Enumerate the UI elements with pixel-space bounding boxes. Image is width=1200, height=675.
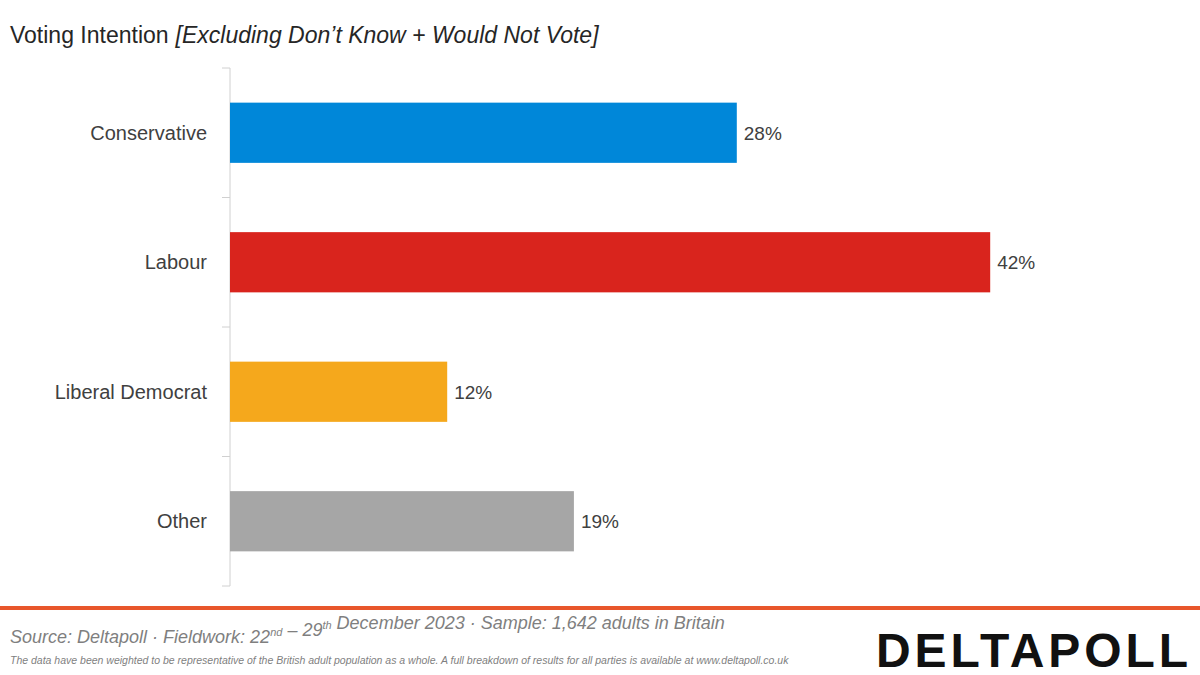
background	[0, 0, 1200, 675]
category-separator	[222, 586, 230, 587]
category-separator	[222, 327, 230, 328]
bar	[230, 491, 574, 551]
category-separator	[222, 197, 230, 198]
bars	[230, 103, 990, 552]
source: Source: Deltapoll · Fieldwork: 22nd – 29…	[10, 613, 725, 647]
bar	[230, 362, 447, 422]
category-label: Labour	[145, 251, 208, 273]
note: The data have been weighted to be repres…	[10, 654, 789, 666]
category-label: Other	[157, 510, 207, 532]
footer-rule	[0, 606, 1200, 610]
data-label: 42%	[997, 252, 1035, 273]
bar	[230, 103, 737, 163]
data-label: 19%	[581, 511, 619, 532]
bar	[230, 232, 990, 292]
data-label: 12%	[454, 382, 492, 403]
category-separator	[222, 68, 230, 69]
category-label: Conservative	[90, 122, 207, 144]
logo: DELTAPOLL	[876, 624, 1188, 675]
title: Voting Intention	[10, 22, 169, 48]
chart: Voting Intention[Excluding Don’t Know + …	[0, 0, 1200, 675]
category-label: Liberal Democrat	[55, 381, 208, 403]
title-line: Voting Intention[Excluding Don’t Know + …	[10, 22, 599, 48]
subtitle: [Excluding Don’t Know + Would Not Vote]	[175, 22, 600, 48]
category-separator	[222, 456, 230, 457]
data-label: 28%	[744, 123, 782, 144]
